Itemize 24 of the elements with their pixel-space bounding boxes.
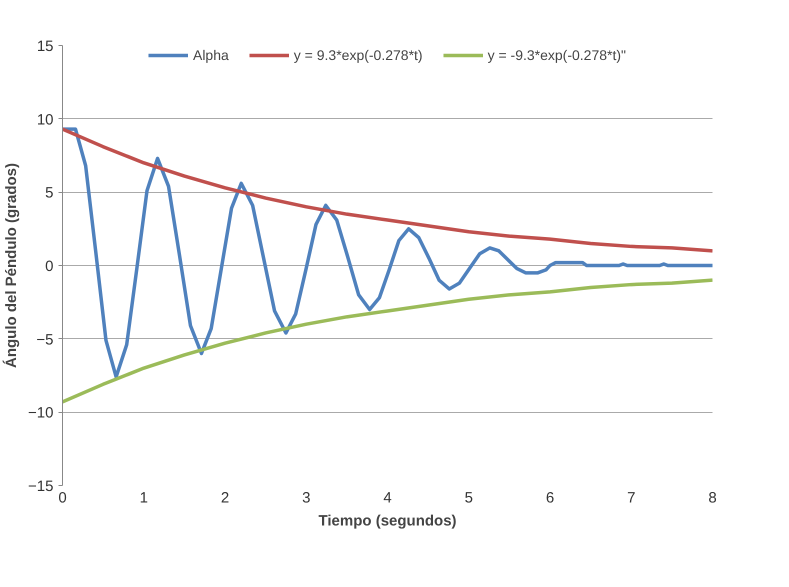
x-tick-label: 2: [220, 490, 230, 506]
line-series: [62, 127, 712, 253]
x-tick-label: 7: [627, 490, 636, 506]
y-axis-title: Ángulo del Péndulo (grados): [2, 162, 20, 368]
y-tick-label: 0: [45, 258, 54, 275]
line-series: [62, 127, 712, 379]
legend-label: Alpha: [192, 47, 229, 63]
legend-label: y = -9.3*exp(-0.278*t)": [488, 47, 626, 63]
y-tick-label: −5: [36, 331, 54, 348]
x-tick-label: 0: [58, 490, 67, 506]
x-tick-label: 4: [383, 490, 392, 506]
line-series: [62, 278, 712, 404]
x-tick-label: 1: [140, 490, 148, 506]
y-tick-label: 5: [45, 184, 54, 202]
x-axis-title: Tiempo (segundos): [318, 512, 457, 530]
y-tick-label: −10: [28, 404, 54, 422]
y-tick-label: 10: [36, 111, 54, 128]
legend-label: y = 9.3*exp(-0.278*t): [294, 47, 423, 63]
x-tick-label: 5: [464, 490, 473, 506]
y-tick-label: −15: [28, 478, 54, 495]
x-tick-label: 6: [546, 490, 554, 506]
x-tick-label: 8: [708, 490, 717, 506]
y-tick-label: 15: [36, 38, 54, 55]
x-tick-label: 3: [302, 490, 310, 506]
